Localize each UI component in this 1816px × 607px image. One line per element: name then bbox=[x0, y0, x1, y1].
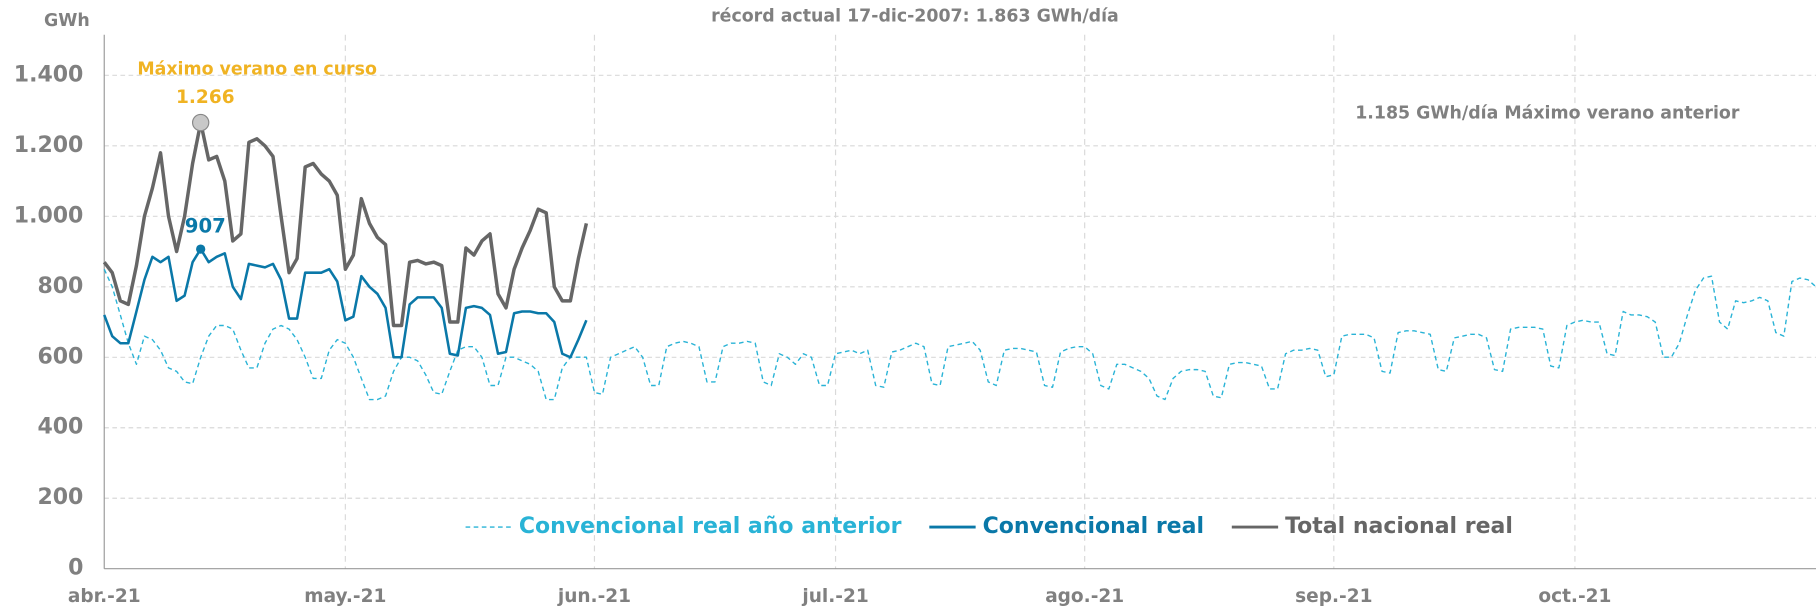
x-tick-label: abr.-21 bbox=[68, 586, 141, 607]
y-tick-label: 0 bbox=[68, 556, 83, 581]
y-tick-label: 1.200 bbox=[14, 133, 84, 158]
chart-title: récord actual 17-dic-2007: 1.863 GWh/día bbox=[711, 6, 1119, 26]
y-tick-label: 1.000 bbox=[14, 203, 84, 228]
legend-label: Convencional real año anterior bbox=[519, 514, 902, 539]
legend-label: Convencional real bbox=[983, 514, 1204, 539]
x-tick-label: jun.-21 bbox=[557, 586, 631, 607]
y-tick-label: 400 bbox=[37, 415, 83, 440]
legend-label: Total nacional real bbox=[1285, 514, 1513, 539]
series-line bbox=[103, 247, 588, 359]
y-tick-label: 600 bbox=[37, 344, 83, 369]
y-tick-label: 1.400 bbox=[14, 62, 84, 87]
x-tick-label: jul.-21 bbox=[801, 586, 868, 607]
series-line bbox=[103, 268, 1816, 401]
x-tick-label: may.-21 bbox=[304, 586, 386, 607]
y-tick-label: 800 bbox=[37, 274, 83, 299]
x-tick-label: sep.-21 bbox=[1295, 586, 1372, 607]
annotation: 1.185 GWh/día Máximo verano anterior bbox=[1355, 104, 1740, 124]
highlight-point bbox=[196, 244, 206, 254]
x-tick-label: ago.-21 bbox=[1045, 586, 1124, 607]
highlight-label: 1.266 bbox=[176, 87, 235, 108]
y-axis-label: GWh bbox=[44, 11, 90, 31]
y-tick-label: 200 bbox=[37, 485, 83, 510]
highlight-label: 907 bbox=[185, 215, 226, 238]
series-line bbox=[102, 120, 589, 328]
x-tick-label: oct.-21 bbox=[1538, 586, 1611, 607]
annotation: Máximo verano en curso bbox=[137, 60, 377, 80]
highlight-point bbox=[191, 113, 210, 132]
